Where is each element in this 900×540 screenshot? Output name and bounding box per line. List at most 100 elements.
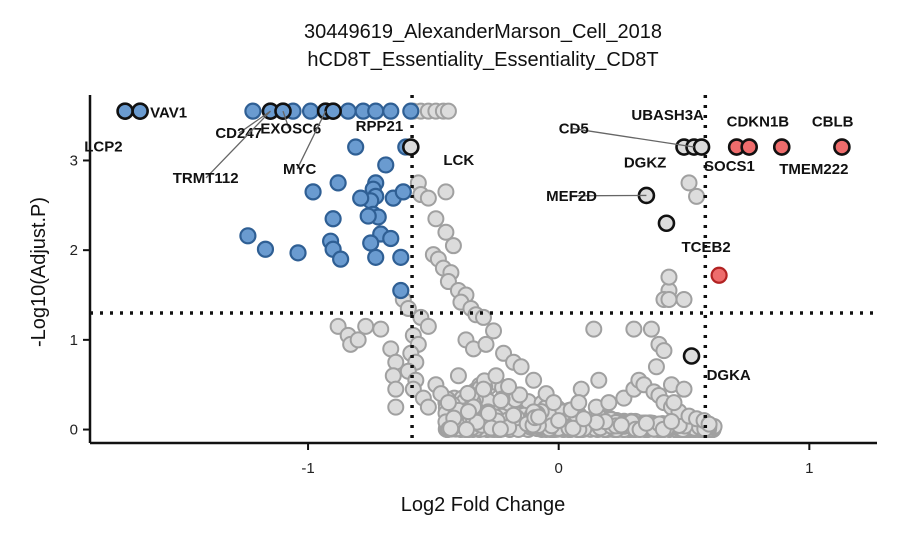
gene-label-leader-line [282, 110, 290, 129]
ns-point [442, 419, 460, 437]
y-tick-label: 0 [70, 422, 78, 439]
gene-label: CD5 [559, 121, 589, 138]
gene-label: EXOSC6 [260, 121, 321, 138]
highlighted-gene-point [692, 138, 711, 156]
ns-point [545, 394, 563, 412]
down-point [392, 281, 410, 300]
ns-point [550, 412, 568, 430]
ns-point [475, 308, 492, 326]
ns-point [612, 416, 630, 434]
ns-point [575, 410, 593, 428]
ns-point [387, 398, 405, 416]
gene-label: VAV1 [150, 104, 187, 121]
ns-point [439, 102, 457, 120]
gene-label: CBLB [812, 113, 854, 130]
ns-point [660, 290, 678, 308]
ns-point [500, 377, 518, 395]
gene-label: DGKA [707, 367, 751, 384]
ns-point [437, 223, 455, 241]
down-point [382, 102, 400, 120]
highlighted-gene-point [682, 347, 701, 365]
ns-point [492, 392, 510, 410]
ns-point [642, 320, 660, 338]
down-point [367, 102, 385, 120]
ns-point [660, 268, 678, 286]
ns-point [662, 412, 680, 430]
down-point [394, 183, 412, 201]
down-point [304, 183, 322, 201]
down-point [329, 174, 347, 192]
down-point [324, 210, 342, 228]
down-point [362, 234, 380, 252]
down-point [347, 138, 365, 156]
ns-point [491, 420, 509, 438]
ns-point [419, 398, 437, 416]
ns-point [485, 322, 503, 340]
ns-point [399, 299, 417, 317]
ns-point [570, 394, 588, 412]
highlighted-gene-point [833, 138, 851, 156]
down-point [359, 207, 377, 225]
x-tick-label: 1 [805, 460, 813, 477]
highlighted-gene-point [772, 138, 791, 156]
ns-point [688, 187, 706, 205]
gene-label: TCEB2 [682, 239, 731, 256]
ns-point [655, 342, 673, 360]
highlighted-gene-point [657, 214, 676, 233]
down-point [339, 102, 357, 120]
down-point [256, 240, 275, 258]
down-point [352, 189, 370, 207]
ns-point [680, 174, 698, 192]
ns-point [530, 408, 548, 426]
ns-point [419, 189, 437, 207]
chart-subtitle: hCD8T_Essentiality_Essentiality_CD8T [307, 49, 658, 71]
gene-label: SOCS1 [704, 158, 755, 175]
gene-label-leader-line [205, 110, 271, 179]
down-point [382, 229, 400, 248]
ns-point [505, 406, 523, 424]
highlighted-gene-point [402, 138, 420, 156]
down-point [392, 248, 410, 266]
ns-point [439, 394, 457, 412]
ns-point [625, 320, 643, 338]
gene-label: CDKN1B [727, 113, 790, 130]
ns-point [357, 317, 375, 335]
threshold-lines [90, 95, 877, 443]
ns-point [372, 320, 390, 338]
down-point [367, 248, 385, 266]
chart-title: 30449619_AlexanderMarson_Cell_2018 [304, 21, 662, 43]
y-axis-title: -Log10(Adjust.P) [28, 197, 50, 347]
ns-point [387, 353, 405, 371]
gene-label-leader-line [572, 127, 695, 148]
ns-point [477, 335, 495, 353]
ns-point [564, 419, 582, 437]
gene-label: DGKZ [624, 155, 667, 172]
ns-point [459, 403, 477, 421]
ns-point [480, 404, 498, 422]
ns-point [427, 210, 445, 228]
significant-points [116, 102, 851, 365]
x-tick-label: -1 [301, 460, 314, 477]
y-tick-label: 2 [70, 242, 78, 259]
gene-label: UBASH3A [631, 107, 704, 124]
gene-label: LCK [443, 152, 474, 169]
highlighted-gene-point [324, 102, 342, 120]
gene-label: CD247 [215, 125, 262, 142]
ns-point [449, 367, 467, 385]
highlighted-gene-point [131, 102, 149, 120]
gene-label: RPP21 [356, 118, 404, 135]
x-tick-label: 0 [555, 460, 563, 477]
y-tick-label: 3 [70, 152, 78, 169]
gene-label: TRMT112 [173, 170, 239, 187]
highlighted-gene-point [116, 102, 134, 120]
down-point [402, 102, 420, 120]
axes: -1 0 1 0 1 2 3 [70, 95, 877, 477]
ns-point [590, 371, 608, 389]
ns-point [637, 414, 655, 432]
ns-point [349, 331, 367, 349]
down-point [301, 102, 320, 120]
highlighted-gene-point [740, 138, 758, 156]
ns-point [675, 380, 693, 398]
down-point [239, 227, 257, 245]
